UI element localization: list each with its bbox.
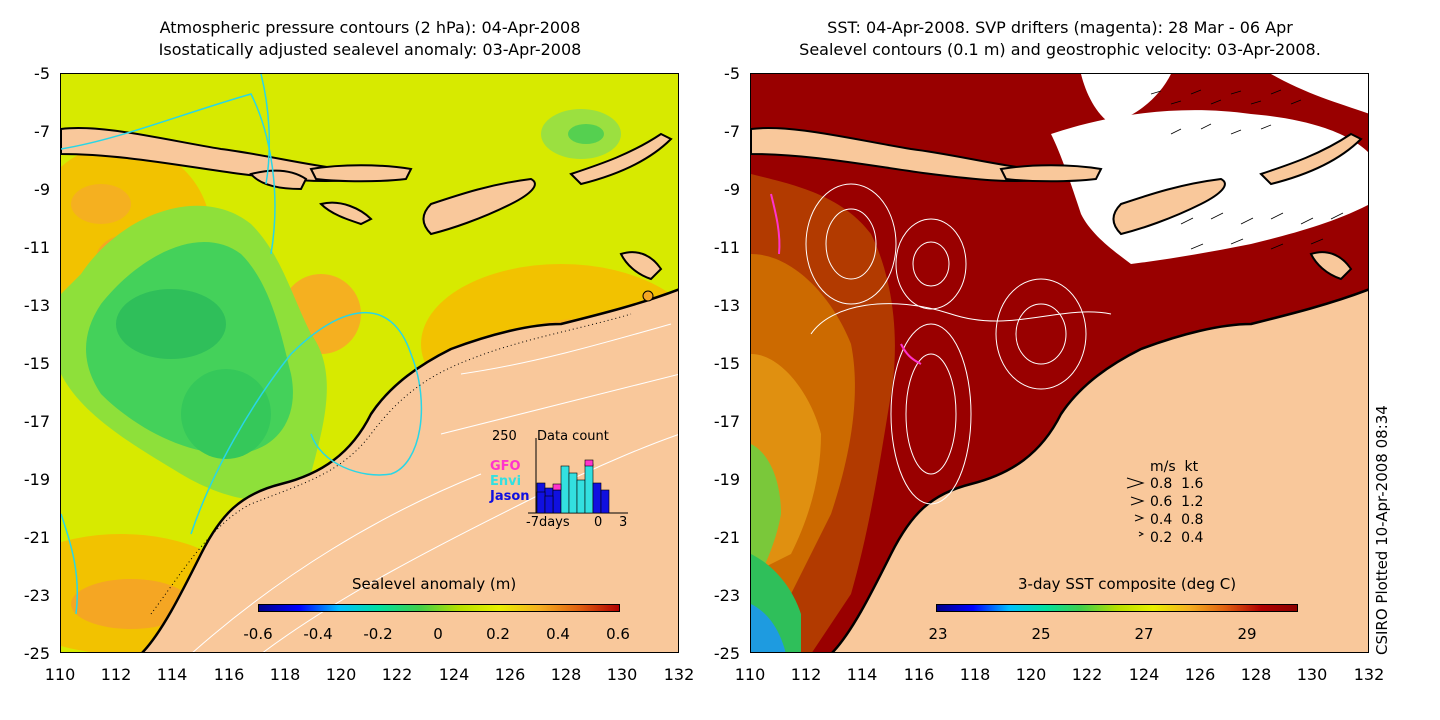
y-tick: -11 — [23, 238, 50, 257]
velocity-legend-row: 0.6 1.2 — [1150, 494, 1204, 510]
left-colorbar-tick: 0.2 — [486, 625, 510, 643]
x-tick: 120 — [1015, 665, 1047, 684]
x-tick: 114 — [156, 665, 188, 684]
x-tick: 114 — [846, 665, 878, 684]
y-tick: -21 — [713, 528, 740, 547]
y-tick: -15 — [23, 354, 50, 373]
right-colorbar-tick: 29 — [1237, 625, 1257, 643]
x-tick: 110 — [734, 665, 766, 684]
x-tick: 122 — [1071, 665, 1103, 684]
inset-x-label-zero: 0 — [594, 515, 603, 530]
right-colorbar-tick: 23 — [928, 625, 948, 643]
left-colorbar-tick: 0 — [433, 625, 443, 643]
y-tick: -23 — [713, 586, 740, 605]
x-tick: 120 — [325, 665, 357, 684]
inset-x-label-end: 3 — [619, 515, 628, 530]
y-tick: -11 — [713, 238, 740, 257]
y-tick: -13 — [713, 296, 740, 315]
inset-count-max: 250 — [492, 429, 517, 444]
right-title-line2: Sealevel contours (0.1 m) and geostrophi… — [799, 40, 1321, 59]
right-colorbar-label: 3-day SST composite (deg C) — [1018, 575, 1237, 593]
velocity-legend-row: 0.8 1.6 — [1150, 476, 1204, 492]
x-tick: 110 — [44, 665, 76, 684]
left-colorbar-tick: -0.6 — [243, 625, 273, 643]
x-tick: 122 — [381, 665, 413, 684]
x-tick: 112 — [790, 665, 822, 684]
left-colorbar-label: Sealevel anomaly (m) — [352, 575, 517, 593]
y-tick: -9 — [724, 180, 740, 199]
inset-sat-gfo: GFO — [490, 459, 521, 474]
right-map-sst — [750, 73, 1369, 653]
x-tick: 130 — [1296, 665, 1328, 684]
velocity-legend-row: 0.2 0.4 — [1150, 530, 1204, 546]
right-title-line1: SST: 04-Apr-2008. SVP drifters (magenta)… — [827, 18, 1293, 37]
left-colorbar-tick: 0.4 — [546, 625, 570, 643]
left-title-line1: Atmospheric pressure contours (2 hPa): 0… — [159, 18, 581, 37]
y-tick: -5 — [34, 64, 50, 83]
velocity-legend-row: 0.4 0.8 — [1150, 512, 1204, 528]
y-tick: -19 — [23, 470, 50, 489]
x-tick: 126 — [1184, 665, 1216, 684]
x-tick: 112 — [100, 665, 132, 684]
y-tick: -17 — [713, 412, 740, 431]
y-tick: -21 — [23, 528, 50, 547]
x-tick: 128 — [1240, 665, 1272, 684]
left-colorbar-tick: 0.6 — [606, 625, 630, 643]
y-tick: -13 — [23, 296, 50, 315]
right-colorbar-tick: 27 — [1134, 625, 1154, 643]
left-title-line2: Isostatically adjusted sealevel anomaly:… — [158, 40, 582, 59]
y-tick: -5 — [724, 64, 740, 83]
velocity-legend-header: m/s kt — [1150, 459, 1199, 475]
y-tick: -23 — [23, 586, 50, 605]
x-tick: 132 — [663, 665, 695, 684]
y-tick: -17 — [23, 412, 50, 431]
inset-sat-jason: Jason — [490, 489, 530, 504]
inset-x-label-start: -7days — [526, 515, 570, 530]
left-map-sealevel-anomaly — [60, 73, 679, 653]
y-tick: -9 — [34, 180, 50, 199]
left-map-canvas — [61, 74, 678, 652]
x-tick: 124 — [1128, 665, 1160, 684]
inset-bar-chart — [528, 438, 628, 514]
x-tick: 130 — [606, 665, 638, 684]
x-tick: 116 — [903, 665, 935, 684]
x-tick: 118 — [269, 665, 301, 684]
y-tick: -7 — [724, 122, 740, 141]
left-colorbar — [258, 604, 620, 612]
y-tick: -15 — [713, 354, 740, 373]
y-tick: -25 — [23, 644, 50, 663]
x-tick: 126 — [494, 665, 526, 684]
right-colorbar — [936, 604, 1298, 612]
x-tick: 124 — [438, 665, 470, 684]
left-colorbar-tick: -0.2 — [363, 625, 393, 643]
y-tick: -19 — [713, 470, 740, 489]
inset-sat-envi: Envi — [490, 474, 522, 489]
left-colorbar-tick: -0.4 — [303, 625, 333, 643]
inset-title: Data count — [537, 429, 609, 444]
x-tick: 128 — [550, 665, 582, 684]
right-map-canvas — [751, 74, 1368, 652]
right-colorbar-tick: 25 — [1031, 625, 1051, 643]
y-tick: -7 — [34, 122, 50, 141]
y-tick: -25 — [713, 644, 740, 663]
x-tick: 132 — [1353, 665, 1385, 684]
velocity-legend-arrows — [1126, 477, 1145, 537]
x-tick: 118 — [959, 665, 991, 684]
x-tick: 116 — [213, 665, 245, 684]
plot-credit: CSIRO Plotted 10-Apr-2008 08:34 — [1373, 405, 1391, 655]
